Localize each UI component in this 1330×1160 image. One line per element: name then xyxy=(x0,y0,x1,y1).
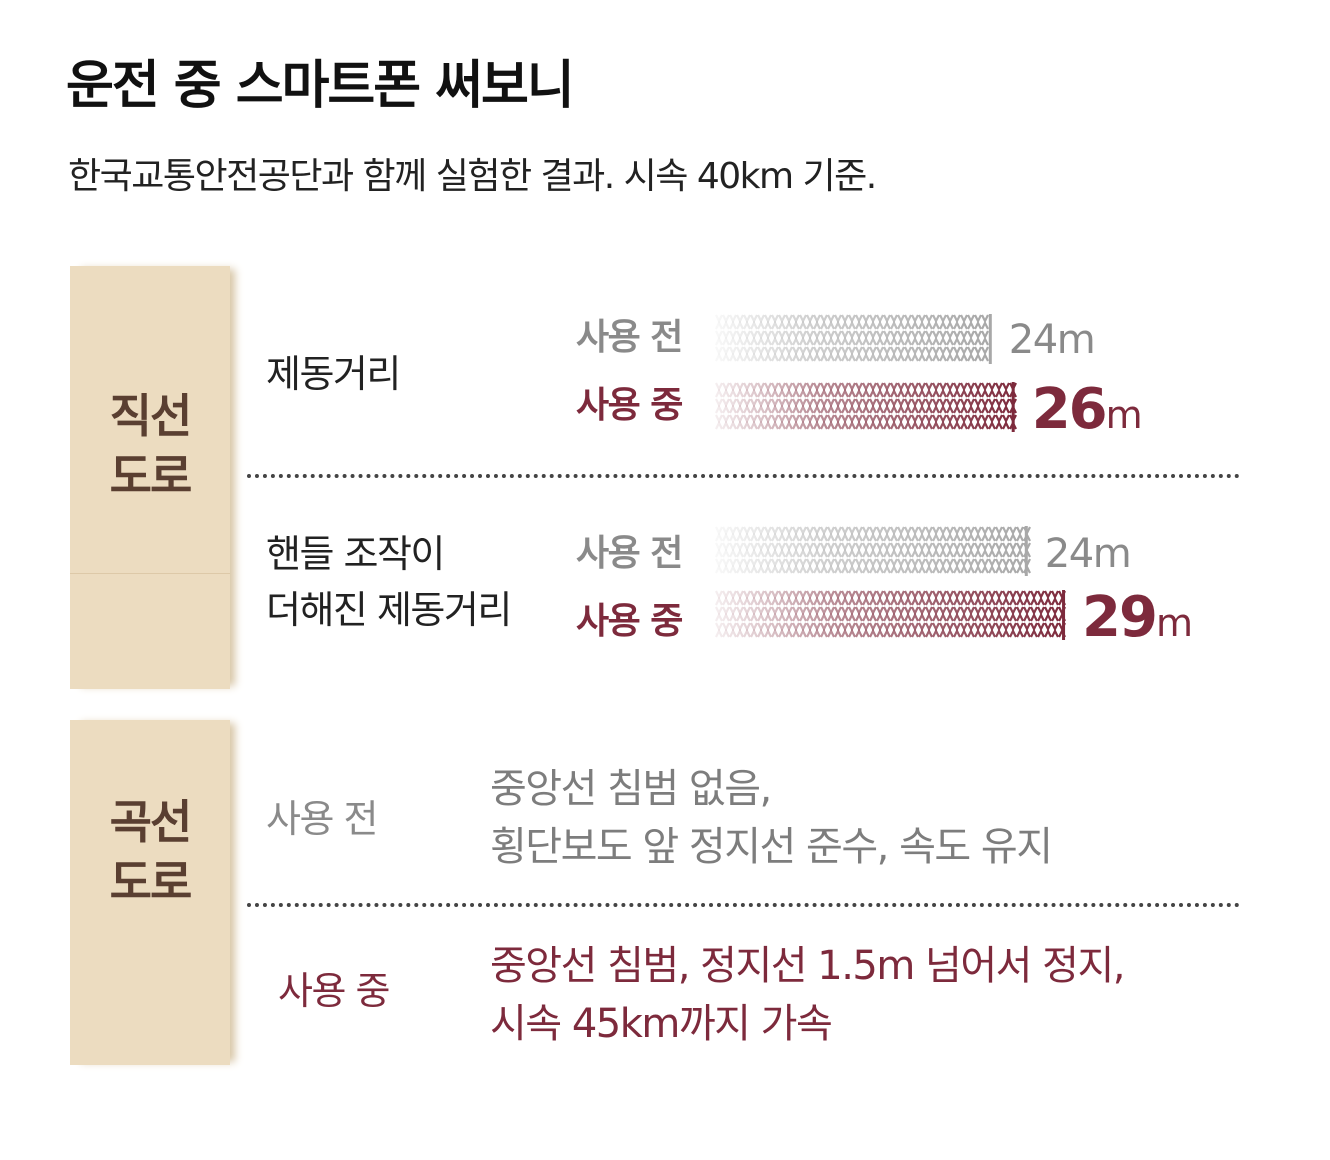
tag-before: 사용 전 xyxy=(576,533,683,574)
tread-row xyxy=(715,404,1017,414)
tread-row xyxy=(715,388,1017,398)
tread-row xyxy=(715,382,1017,392)
tread-row xyxy=(715,398,1017,408)
row-label-braking-line1: 제동거리 xyxy=(266,352,401,396)
tread-row xyxy=(715,628,1066,638)
value-number: 26 xyxy=(1031,377,1108,442)
tread-row xyxy=(715,532,1031,542)
tread-row xyxy=(715,564,1031,574)
tag-during: 사용 중 xyxy=(576,601,683,642)
value-label-before-braking: 24m xyxy=(1008,317,1096,363)
row-label-steering-line1: 핸들 조작이 xyxy=(266,532,445,576)
bar-end xyxy=(988,314,992,364)
chart-subtitle: 한국교통안전공단과 함께 실험한 결과. 시속 40km 기준. xyxy=(68,156,877,197)
tread-row xyxy=(715,558,1031,568)
curve-tag-before: 사용 전 xyxy=(266,797,378,841)
dotted-divider xyxy=(247,474,1240,478)
tread-row xyxy=(715,420,1017,430)
tread-row xyxy=(715,542,1031,552)
tread-row xyxy=(715,622,1066,632)
curve-before-line1: 중앙선 침범 없음, xyxy=(490,766,772,812)
curve-during-description: 중앙선 침범, 정지선 1.5m 넘어서 정지, 시속 45km까지 가속 xyxy=(490,937,1125,1053)
curve-during-line1: 중앙선 침범, 정지선 1.5m 넘어서 정지, xyxy=(490,943,1125,989)
value-number: 29 xyxy=(1082,585,1158,650)
tread-row xyxy=(715,336,989,346)
tread-row xyxy=(715,346,989,356)
curve-before-line2: 횡단보도 앞 정지선 준수, 속도 유지 xyxy=(490,824,1053,870)
tread-row xyxy=(715,526,1031,536)
tread-row xyxy=(715,590,1066,600)
tread-row xyxy=(715,548,1031,558)
curve-road-label: 곡선 도로 xyxy=(70,792,230,912)
tread-row xyxy=(715,414,1017,424)
tread-row xyxy=(715,606,1066,616)
row-label-steering-line2: 더해진 제동거리 xyxy=(266,588,512,632)
tread-row xyxy=(715,352,989,362)
row-label-braking: 제동거리 xyxy=(266,346,401,402)
curve-tag-during: 사용 중 xyxy=(278,969,390,1013)
tread-row xyxy=(715,612,1066,622)
tag-before: 사용 전 xyxy=(576,317,683,358)
row-label-steering: 핸들 조작이 더해진 제동거리 xyxy=(266,526,512,638)
value-label-during-braking: 26m xyxy=(1032,382,1143,438)
straight-road-label-line2: 도로 xyxy=(109,449,193,503)
bar-during-braking xyxy=(715,382,1017,432)
tread-row xyxy=(715,314,989,324)
value-label-before-steering: 24m xyxy=(1044,531,1132,577)
dotted-divider xyxy=(247,903,1240,907)
curve-road-label-line2: 도로 xyxy=(109,855,193,909)
bar-before-braking xyxy=(715,314,992,364)
tag-during: 사용 중 xyxy=(576,385,683,426)
tread-row xyxy=(715,330,989,340)
curve-road-label-line1: 곡선 xyxy=(109,795,193,849)
bar-before-steering xyxy=(715,526,1031,576)
tread-row xyxy=(715,320,989,330)
value-unit: m xyxy=(1105,393,1143,437)
curve-before-description: 중앙선 침범 없음, 횡단보도 앞 정지선 준수, 속도 유지 xyxy=(490,760,1053,876)
chart-title: 운전 중 스마트폰 써보니 xyxy=(66,56,575,116)
value-label-during-steering: 29m xyxy=(1082,590,1193,646)
bar-end xyxy=(1062,590,1066,640)
curve-road-panel: 곡선 도로 xyxy=(70,720,230,1065)
straight-road-label: 직선 도로 xyxy=(70,386,230,506)
bar-during-steering xyxy=(715,590,1066,640)
straight-road-label-line1: 직선 xyxy=(109,389,193,443)
value-unit: m xyxy=(1155,601,1193,645)
straight-road-panel: 직선 도로 xyxy=(70,266,230,689)
bar-end xyxy=(1011,382,1015,432)
bar-end xyxy=(1024,526,1028,576)
tread-row xyxy=(715,596,1066,606)
curve-during-line2: 시속 45km까지 가속 xyxy=(490,1001,833,1047)
panel-divider xyxy=(70,573,230,574)
